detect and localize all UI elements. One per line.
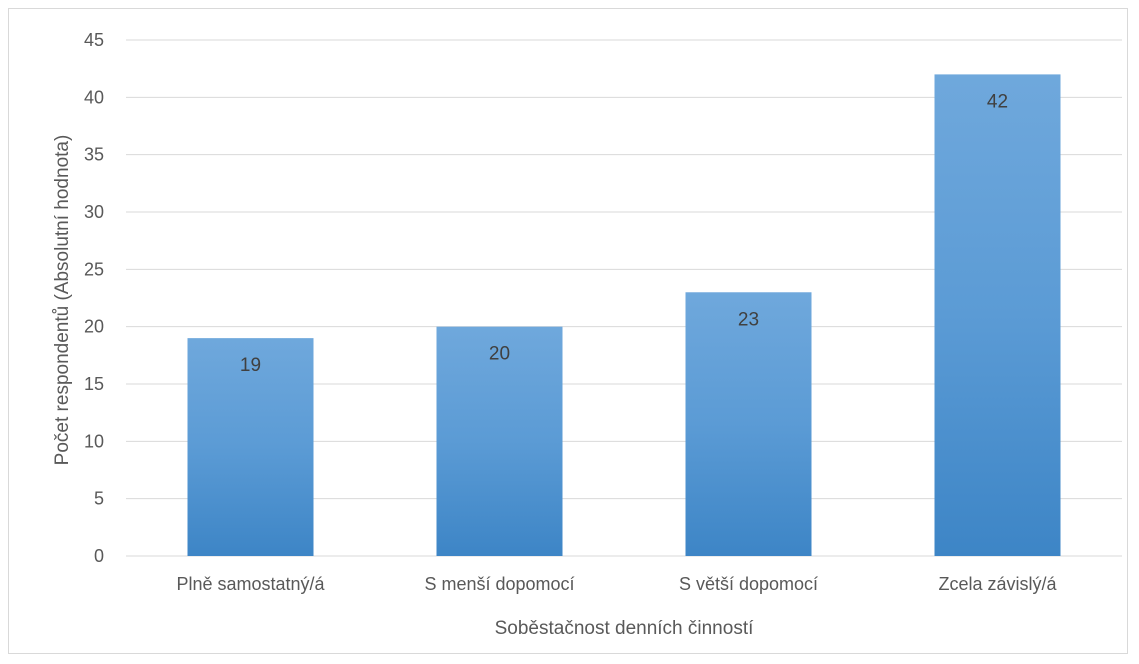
x-axis-title: Soběstačnost denních činností (495, 618, 755, 639)
data-labels: 19 20 23 42 (240, 91, 1008, 376)
bar (685, 292, 812, 556)
y-axis-title: Počet respondentů (Absolutní hodnota) (52, 135, 73, 466)
y-tick-labels: 0 5 10 15 20 25 30 35 40 45 (84, 30, 104, 566)
x-tick-label: S větší dopomocí (679, 574, 818, 594)
y-tick-label: 5 (94, 489, 104, 509)
y-tick-label: 20 (84, 317, 104, 337)
y-tick-label: 35 (84, 145, 104, 165)
data-label: 23 (738, 309, 759, 330)
data-label: 19 (240, 355, 261, 376)
y-tick-label: 15 (84, 374, 104, 394)
y-tick-label: 40 (84, 87, 104, 107)
y-tick-label: 30 (84, 202, 104, 222)
y-tick-label: 0 (94, 546, 104, 566)
x-tick-label: S menší dopomocí (424, 574, 574, 594)
bar (187, 338, 314, 556)
data-label: 20 (489, 344, 510, 365)
data-label: 42 (987, 91, 1008, 112)
x-tick-label: Zcela závislý/á (938, 574, 1057, 594)
bars (187, 74, 1061, 557)
x-tick-labels: Plně samostatný/á S menší dopomocí S větší… (176, 574, 1057, 594)
bar (934, 74, 1061, 557)
y-tick-label: 25 (84, 259, 104, 279)
bar (436, 326, 563, 556)
x-tick-label: Plně samostatný/á (176, 574, 325, 594)
y-tick-label: 45 (84, 30, 104, 50)
y-tick-label: 10 (84, 431, 104, 451)
